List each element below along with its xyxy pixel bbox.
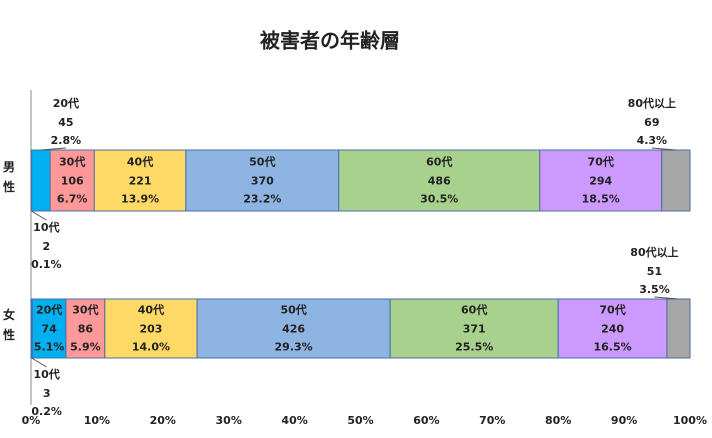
value-label: 2.8%	[51, 134, 82, 147]
value-label: 13.9%	[121, 193, 159, 206]
bar-segment	[666, 298, 691, 359]
leader-line	[654, 296, 679, 300]
count-label: 203	[139, 323, 162, 336]
bar-segment	[49, 149, 95, 212]
x-tick-label: 0%	[22, 414, 41, 427]
x-tick-label: 30%	[216, 414, 242, 427]
series-label: 40代	[138, 303, 164, 317]
count-label: 69	[644, 116, 659, 129]
bar-segment	[557, 298, 668, 359]
series-label: 60代	[461, 303, 487, 317]
count-label: 86	[78, 323, 94, 336]
value-label: 16.5%	[593, 341, 631, 354]
x-tick-label: 20%	[150, 414, 176, 427]
value-label: 5.9%	[70, 341, 101, 354]
x-tick-label: 80%	[545, 414, 571, 427]
series-label: 70代	[588, 155, 614, 169]
value-label: 5.1%	[34, 341, 65, 354]
count-label: 3	[43, 387, 51, 400]
x-tick-label: 50%	[347, 414, 373, 427]
count-label: 221	[129, 175, 152, 188]
count-label: 106	[61, 175, 84, 188]
series-label: 10代	[33, 220, 59, 234]
y-tick-label: 男性	[2, 160, 16, 200]
count-label: 370	[251, 175, 274, 188]
x-tick-label: 40%	[281, 414, 307, 427]
count-label: 371	[463, 323, 486, 336]
leader-line	[31, 210, 47, 221]
bar-segment	[31, 149, 51, 212]
series-label: 10代	[34, 367, 60, 381]
count-label: 74	[41, 323, 57, 336]
value-label: 0.2%	[31, 405, 62, 418]
bar-segment	[31, 298, 67, 359]
series-label: 60代	[426, 155, 452, 169]
value-label: 4.3%	[637, 134, 668, 147]
series-label: 80代以上	[628, 96, 676, 110]
count-label: 51	[647, 265, 662, 278]
count-label: 240	[601, 323, 624, 336]
series-label: 40代	[127, 155, 153, 169]
count-label: 45	[58, 116, 73, 129]
count-label: 486	[428, 175, 451, 188]
chart-title: 被害者の年齢層	[260, 29, 400, 53]
count-label: 2	[43, 240, 51, 253]
series-label: 20代	[36, 303, 62, 317]
bar-segment	[93, 149, 187, 212]
value-label: 14.0%	[132, 341, 170, 354]
value-label: 6.7%	[57, 193, 88, 206]
count-label: 426	[282, 323, 305, 336]
bar-segment	[104, 298, 198, 359]
leader-line	[31, 357, 47, 368]
leader-line	[40, 147, 66, 151]
value-label: 23.2%	[243, 193, 281, 206]
x-tick-label: 90%	[611, 414, 637, 427]
y-tick-label: 女性	[2, 307, 16, 348]
series-label: 30代	[59, 155, 85, 169]
series-label: 50代	[280, 303, 306, 317]
series-label: 70代	[599, 303, 625, 317]
count-label: 294	[589, 175, 612, 188]
value-label: 0.1%	[31, 258, 62, 271]
x-tick-label: 10%	[84, 414, 110, 427]
value-label: 18.5%	[582, 193, 620, 206]
bar-segment	[539, 149, 663, 212]
series-label: 80代以上	[630, 245, 678, 259]
value-label: 30.5%	[420, 193, 458, 206]
bar-segment	[196, 298, 391, 359]
series-label: 30代	[72, 303, 98, 317]
x-tick-label: 100%	[673, 414, 707, 427]
x-tick-label: 60%	[413, 414, 439, 427]
x-tick-label: 70%	[479, 414, 505, 427]
bar-segment	[661, 149, 691, 212]
value-label: 3.5%	[639, 283, 670, 296]
bar-segment	[65, 298, 106, 359]
leader-line	[651, 147, 676, 151]
value-label: 29.3%	[275, 341, 313, 354]
value-label: 25.5%	[455, 341, 493, 354]
series-label: 20代	[53, 96, 79, 110]
series-label: 50代	[249, 155, 275, 169]
